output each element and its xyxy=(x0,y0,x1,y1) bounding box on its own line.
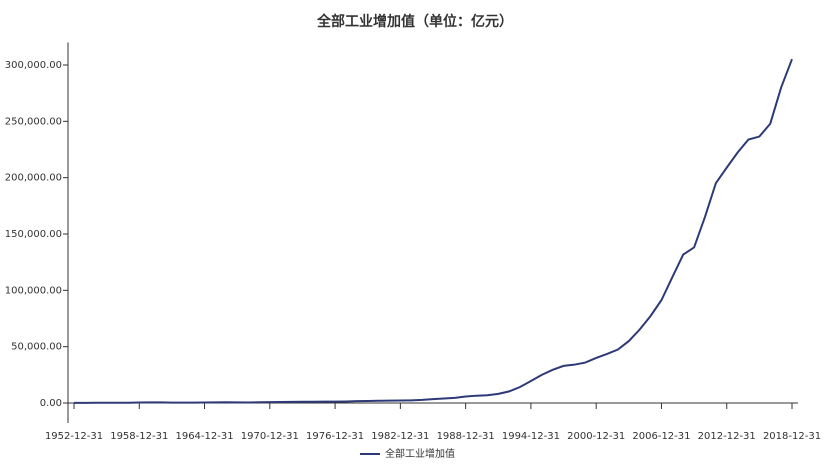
y-tick-label: 150,000.00 xyxy=(5,229,62,240)
x-tick-label: 1952-12-31 xyxy=(45,431,103,442)
x-tick-label: 2012-12-31 xyxy=(698,431,756,442)
y-tick-label: 200,000.00 xyxy=(5,173,62,184)
data-line xyxy=(73,58,793,404)
y-tick-label: 300,000.00 xyxy=(5,60,62,71)
x-tick-label: 1976-12-31 xyxy=(306,431,364,442)
x-tick-label: 1970-12-31 xyxy=(241,431,299,442)
x-tick-label: 1988-12-31 xyxy=(437,431,495,442)
x-tick-label: 2018-12-31 xyxy=(763,431,821,442)
legend-label: 全部工业增加值 xyxy=(385,447,455,460)
x-tick-label: 2000-12-31 xyxy=(567,431,625,442)
y-tick-label: 100,000.00 xyxy=(5,285,62,296)
y-tick-label: 50,000.00 xyxy=(11,342,62,353)
y-tick-label: 0.00 xyxy=(40,398,62,409)
x-tick-label: 1982-12-31 xyxy=(371,431,429,442)
x-tick-label: 1994-12-31 xyxy=(502,431,560,442)
x-tick-label: 1964-12-31 xyxy=(175,431,233,442)
chart-title: 全部工业增加值（单位：亿元） xyxy=(316,13,513,30)
x-tick-label: 2006-12-31 xyxy=(632,431,690,442)
y-tick-label: 250,000.00 xyxy=(5,116,62,127)
x-tick-label: 1958-12-31 xyxy=(110,431,168,442)
